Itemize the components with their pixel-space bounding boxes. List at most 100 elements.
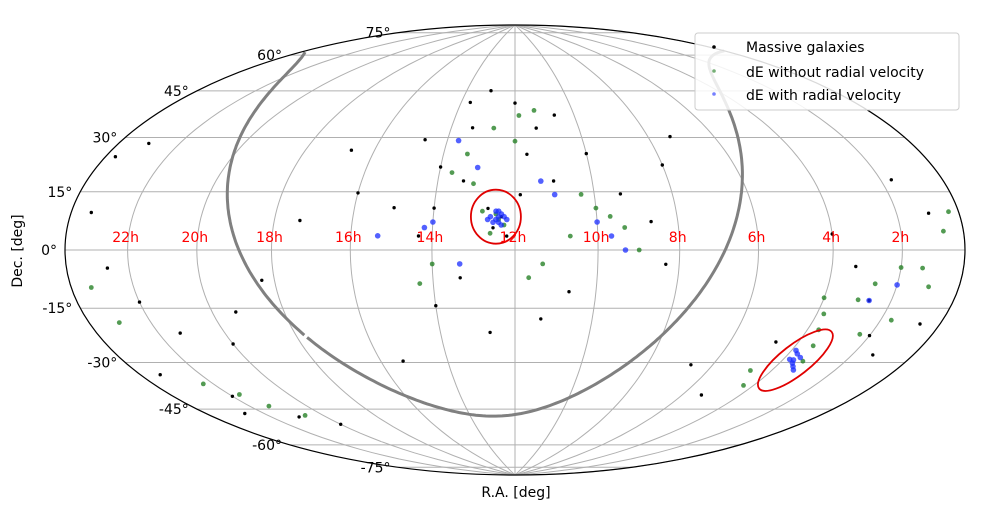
de-no-rv-point — [810, 343, 816, 349]
ra-tick-label: 10h — [583, 230, 610, 246]
massive-galaxy-point — [534, 126, 538, 130]
massive-galaxy-point — [234, 310, 238, 314]
massive-galaxy-point — [486, 206, 490, 211]
de-no-rv-point — [946, 209, 951, 215]
de-rv-point — [793, 347, 799, 354]
de-no-rv-point — [855, 297, 861, 303]
massive-galaxy-point — [416, 234, 421, 238]
de-no-rv-point — [926, 284, 931, 290]
dec-tick-label: -15° — [42, 301, 72, 317]
dec-tick-label: -30° — [87, 356, 117, 372]
legend-box — [694, 32, 960, 111]
massive-galaxy-point — [867, 333, 872, 338]
highlight-ellipse — [757, 328, 834, 392]
massive-galaxy-point — [871, 353, 875, 357]
de-no-rv-point — [471, 181, 476, 187]
de-no-rv-point — [516, 113, 522, 118]
de-no-rv-point — [540, 261, 546, 267]
massive-galaxy-point — [113, 155, 118, 159]
massive-galaxy-point — [830, 232, 834, 236]
massive-galaxy-point — [668, 134, 672, 139]
de-no-rv-point — [872, 281, 878, 287]
massive-galaxy-point — [567, 290, 571, 294]
galactic-plane-curve — [225, 49, 744, 418]
legend: Massive galaxies dE without radial veloc… — [694, 32, 960, 111]
massive-galaxy-point — [699, 393, 704, 397]
massive-galaxy-point — [470, 126, 475, 130]
ra-tick-label: 6h — [748, 230, 766, 246]
massive-galaxy-point — [774, 340, 778, 344]
de-rv-point — [797, 354, 804, 361]
de-no-rv-point — [821, 295, 827, 301]
dec-tick-label: 60° — [257, 48, 282, 64]
massive-galaxy-point — [854, 264, 858, 269]
ra-tick-labels: 22h 20h 18h 16h 14h 12h 10h 8h 6h 4h 2h — [112, 230, 909, 246]
de-rv-point — [421, 224, 428, 231]
massive-galaxy-point — [539, 317, 543, 321]
massive-galaxy-point — [660, 163, 664, 167]
de-rv-point — [786, 356, 793, 363]
de-no-rv-point — [88, 285, 94, 290]
de-rv-point — [594, 219, 600, 225]
massive-galaxy-point — [105, 266, 110, 270]
de-rv-point — [608, 233, 615, 239]
massive-galaxy-point — [649, 219, 653, 224]
dec-tick-label: 45° — [164, 84, 189, 100]
de-rv-point — [456, 261, 463, 267]
dec-tick-label: -75° — [361, 460, 391, 476]
massive-galaxy-point — [147, 141, 151, 146]
de-no-rv-point — [857, 331, 863, 337]
massive-galaxy-point — [513, 101, 517, 105]
legend-marker-de-rv — [712, 92, 716, 96]
massive-galaxy-point — [243, 411, 247, 416]
points — [88, 89, 951, 426]
massive-galaxy-point — [458, 276, 462, 280]
de-no-rv-point — [449, 170, 455, 176]
highlights — [469, 188, 834, 392]
massive-galaxy-point — [89, 210, 94, 215]
de-no-rv-point — [491, 125, 497, 131]
massive-galaxy-point — [231, 342, 235, 346]
massive-galaxy-point — [349, 148, 354, 152]
massive-galaxy-point — [618, 192, 623, 196]
de-rv-point — [490, 219, 496, 226]
legend-label-de-no-rv: dE without radial velocity — [746, 65, 924, 81]
legend-label-massive: Massive galaxies — [746, 40, 865, 56]
de-no-rv-point — [941, 228, 946, 234]
massive-galaxy-point — [137, 300, 142, 304]
de-rv-point — [484, 216, 491, 223]
massive-galaxy-point — [461, 179, 466, 183]
massive-galaxy-point — [518, 193, 522, 197]
massive-galaxy-point — [491, 226, 495, 230]
massive-galaxy-point — [889, 178, 893, 182]
de-no-rv-point — [531, 108, 537, 113]
massive-galaxy-point — [297, 415, 301, 419]
de-rv-point — [430, 219, 436, 225]
de-no-rv-point — [567, 233, 573, 239]
de-no-rv-point — [800, 358, 806, 364]
de-rv-point — [622, 247, 629, 253]
massive-galaxy-point — [178, 331, 182, 335]
massive-galaxy-point — [339, 422, 343, 426]
de-no-rv-point — [888, 317, 894, 323]
de-rv-point — [474, 164, 481, 171]
de-no-rv-point — [748, 368, 753, 373]
dec-tick-label: 0° — [41, 243, 57, 259]
de-no-rv-point — [741, 383, 746, 388]
de-rv-point — [894, 282, 900, 288]
massive-galaxy-point — [926, 211, 931, 215]
massive-galaxy-point — [551, 179, 556, 183]
de-rv-point — [866, 297, 872, 304]
galactic-plane — [225, 49, 744, 418]
legend-label-de-rv: dE with radial velocity — [746, 88, 901, 104]
de-no-rv-point — [526, 275, 532, 281]
de-no-rv-point — [480, 208, 485, 214]
de-rv-point — [551, 191, 558, 198]
dec-tick-label: -45° — [159, 402, 189, 418]
de-no-rv-point — [636, 247, 642, 253]
massive-galaxy-point — [584, 151, 588, 156]
ra-tick-label: 22h — [112, 230, 139, 246]
massive-galaxy-point — [468, 100, 472, 105]
dec-tick-label: -60° — [252, 438, 282, 454]
